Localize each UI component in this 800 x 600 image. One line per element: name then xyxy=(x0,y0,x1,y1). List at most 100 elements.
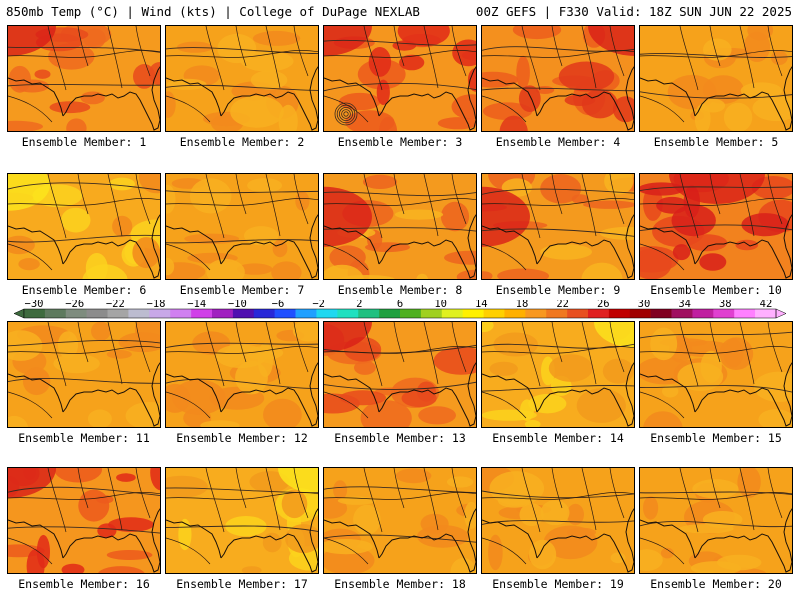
colorbar-swatch xyxy=(734,309,756,318)
colorbar-swatch xyxy=(692,309,714,318)
ensemble-member-map xyxy=(639,173,793,280)
state-border xyxy=(8,50,160,58)
ensemble-member-map xyxy=(481,173,635,280)
height-contour xyxy=(166,47,318,55)
coastline xyxy=(640,508,792,573)
state-border xyxy=(640,243,685,271)
temperature-blob xyxy=(278,104,298,131)
state-border xyxy=(679,26,699,91)
state-border xyxy=(393,26,405,67)
temperature-blob xyxy=(581,89,618,119)
colorbar-tick-label: 10 xyxy=(434,300,447,310)
state-border xyxy=(8,198,160,206)
colorbar-tick-label: 18 xyxy=(516,300,529,310)
state-border xyxy=(235,322,247,363)
colorbar-swatch xyxy=(316,309,338,318)
ensemble-member-map xyxy=(639,321,793,428)
temperature-blob xyxy=(106,550,153,560)
ensemble-member-map xyxy=(323,173,477,280)
ensemble-member-map xyxy=(481,25,635,132)
temperature-field xyxy=(640,26,792,131)
temperature-blob xyxy=(333,480,348,500)
coastline xyxy=(166,66,318,131)
temperature-blob xyxy=(446,476,474,488)
temperature-blob xyxy=(440,201,470,232)
ensemble-member-label: Ensemble Member: 18 xyxy=(334,577,466,591)
temperature-field xyxy=(324,26,476,131)
colorbar-tick-label: −26 xyxy=(65,300,84,310)
low-pressure-contour xyxy=(334,102,358,126)
temperature-blob xyxy=(85,253,108,279)
height-contour xyxy=(482,228,634,237)
colorbar-swatch xyxy=(546,309,568,318)
temperature-blob xyxy=(98,566,145,573)
temperature-blob xyxy=(57,331,79,359)
temperature-blob xyxy=(353,504,381,535)
hot-core xyxy=(324,322,372,352)
state-border xyxy=(324,346,476,354)
temperature-blob xyxy=(200,420,240,427)
coastline xyxy=(166,214,318,279)
temperature-blob xyxy=(78,489,110,522)
colorbar-swatch xyxy=(567,309,589,318)
temperature-blob xyxy=(540,244,592,260)
temperature-blob xyxy=(516,55,530,90)
temperature-blob xyxy=(166,383,191,413)
colorbar-swatch xyxy=(65,309,87,318)
temperature-blob xyxy=(252,30,301,46)
colorbar-swatch xyxy=(379,309,401,318)
state-border xyxy=(679,174,699,239)
height-contour xyxy=(482,46,634,52)
temperature-blob xyxy=(677,362,724,391)
ensemble-member-map xyxy=(639,467,793,574)
ensemble-member-map xyxy=(481,321,635,428)
temperature-blob xyxy=(324,539,373,555)
coastline xyxy=(482,362,634,427)
colorbar-tick-label: 42 xyxy=(760,300,773,310)
state-border xyxy=(767,26,783,77)
state-border xyxy=(8,537,53,565)
colorbar-tick-label: 22 xyxy=(556,300,569,310)
colorbar-arrow-left xyxy=(14,308,25,319)
state-border xyxy=(739,174,755,237)
temperature-blob xyxy=(602,358,634,384)
state-border xyxy=(423,26,439,89)
state-border xyxy=(205,322,225,387)
hot-core xyxy=(324,186,372,247)
state-border xyxy=(739,468,755,531)
temperature-field xyxy=(482,468,634,573)
colorbar-swatch xyxy=(44,309,67,318)
temperature-blob xyxy=(244,226,279,246)
temperature-blob xyxy=(540,174,582,204)
ensemble-member-label: Ensemble Member: 11 xyxy=(18,431,150,445)
colorbar-swatch xyxy=(274,309,296,318)
colorbar-tick-label: 38 xyxy=(719,300,732,310)
temperature-blob xyxy=(66,118,87,131)
colorbar-tick-label: 34 xyxy=(678,300,691,310)
temperature-field xyxy=(640,174,792,279)
colorbar-tick-label: 6 xyxy=(397,300,403,310)
height-contour xyxy=(324,344,476,354)
temperature-blob xyxy=(61,207,91,233)
state-border xyxy=(8,391,53,419)
temperature-field xyxy=(324,468,476,573)
state-border xyxy=(324,492,476,500)
state-border xyxy=(166,198,318,206)
colorbar-swatch xyxy=(504,309,526,318)
state-border xyxy=(265,26,281,89)
colorbar-swatch xyxy=(337,309,359,318)
temperature-blob xyxy=(489,361,518,376)
temperature-blob xyxy=(395,468,432,484)
temperature-blob xyxy=(464,501,476,529)
height-contour xyxy=(8,234,160,243)
state-border xyxy=(709,322,721,363)
temperature-blob xyxy=(519,503,544,527)
state-border xyxy=(640,537,685,565)
ensemble-member-map xyxy=(165,467,319,574)
colorbar-swatch xyxy=(525,309,547,318)
temperature-blob xyxy=(26,548,45,573)
colorbar-arrow-right xyxy=(775,308,786,319)
temperature-field xyxy=(324,322,476,427)
coastline xyxy=(8,214,160,279)
state-border xyxy=(640,492,792,500)
